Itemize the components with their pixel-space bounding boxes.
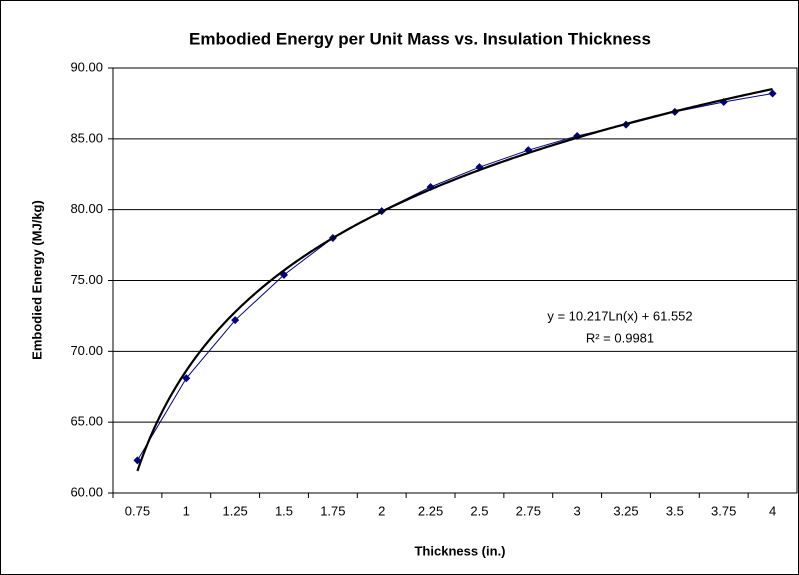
data-point	[768, 89, 777, 98]
y-tick-label: 75.00	[70, 272, 103, 287]
y-tick-label: 60.00	[70, 484, 103, 499]
x-tick-label: 1.5	[275, 503, 293, 518]
x-tick-label: 2.5	[470, 503, 488, 518]
x-tick-label: 3	[574, 503, 581, 518]
x-tick-label: 2.75	[516, 503, 541, 518]
x-tick-label: 1.75	[320, 503, 345, 518]
x-tick-label: 3.75	[711, 503, 736, 518]
x-tick-label: 3.5	[666, 503, 684, 518]
x-tick-label: 4	[769, 503, 776, 518]
trendline-equation: y = 10.217Ln(x) + 61.552	[547, 308, 692, 323]
data-point	[231, 316, 240, 325]
trendline	[136, 87, 773, 472]
x-tick-label: 3.25	[613, 503, 638, 518]
y-tick-label: 85.00	[70, 130, 103, 145]
chart-title: Embodied Energy per Unit Mass vs. Insula…	[189, 29, 651, 48]
x-tick-label: 2	[378, 503, 385, 518]
x-tick-label: 0.75	[125, 503, 150, 518]
x-tick-label: 2.25	[418, 503, 443, 518]
x-tick-label: 1	[183, 503, 190, 518]
y-tick-label: 65.00	[70, 414, 103, 429]
y-tick-label: 90.00	[70, 59, 103, 74]
x-axis-label: Thickness (in.)	[414, 543, 505, 558]
trendline-r-squared: R² = 0.9981	[586, 330, 654, 345]
data-point	[182, 374, 191, 383]
x-tick-label: 1.25	[222, 503, 247, 518]
y-tick-label: 80.00	[70, 201, 103, 216]
y-tick-label: 70.00	[70, 343, 103, 358]
y-axis-label: Embodied Energy (MJ/kg)	[29, 200, 44, 360]
